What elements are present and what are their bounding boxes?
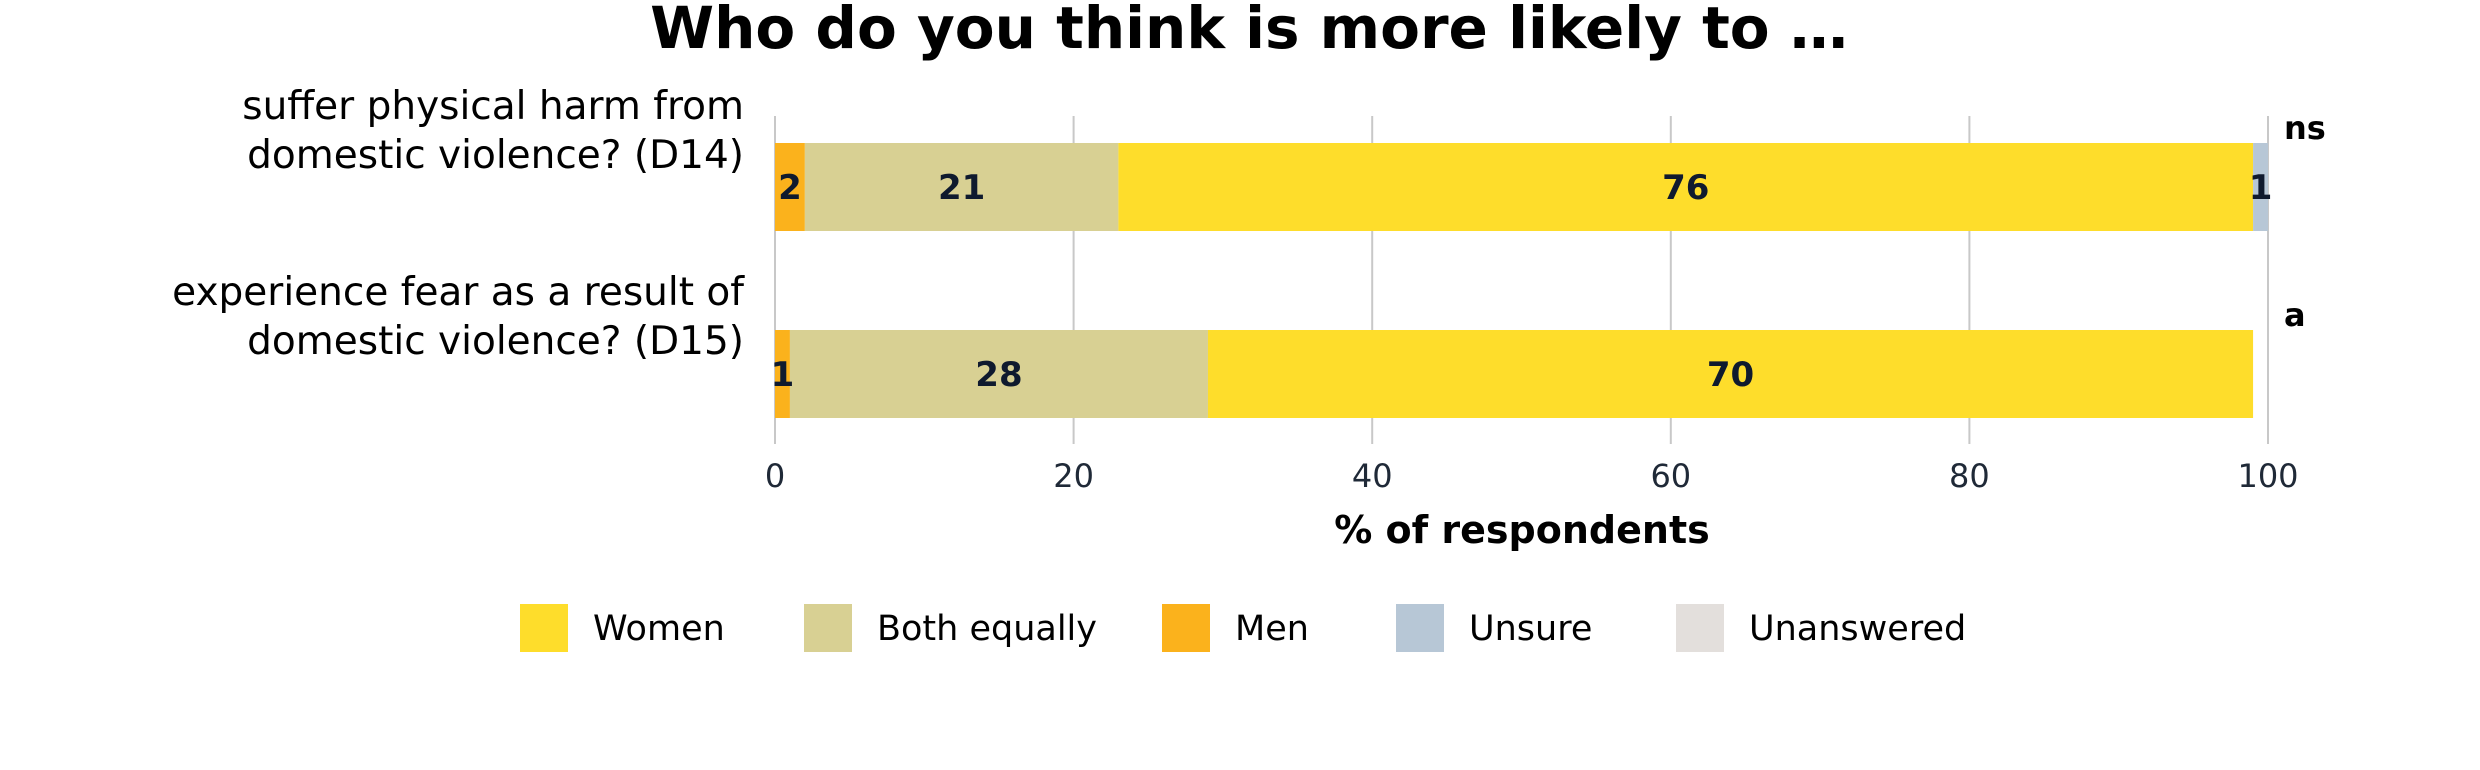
bar-segment-women bbox=[1118, 143, 2254, 231]
x-tick-label: 60 bbox=[1650, 457, 1691, 495]
legend-swatch bbox=[520, 604, 568, 652]
legend-item-both-equally: Both equally bbox=[804, 604, 1097, 652]
bar-segment-unsure bbox=[2253, 143, 2268, 231]
bar-segment-men bbox=[775, 330, 790, 418]
legend-swatch bbox=[804, 604, 852, 652]
legend-swatch bbox=[1162, 604, 1210, 652]
significance-marker: a bbox=[2284, 296, 2306, 334]
legend-item-unsure: Unsure bbox=[1396, 604, 1592, 652]
data-label: 1 bbox=[771, 355, 795, 395]
data-label: 70 bbox=[1707, 355, 1754, 395]
legend-label: Women bbox=[593, 609, 725, 649]
x-tick-label: 100 bbox=[2237, 457, 2298, 495]
legend-item-men: Men bbox=[1162, 604, 1309, 652]
bar-segment-men bbox=[775, 143, 805, 231]
legend-label: Unanswered bbox=[1749, 609, 1966, 649]
category-label: experience fear as a result of bbox=[172, 270, 745, 315]
x-axis-label: % of respondents bbox=[1334, 508, 1709, 552]
legend-label: Unsure bbox=[1469, 609, 1592, 649]
legend-item-women: Women bbox=[520, 604, 725, 652]
x-tick-label: 40 bbox=[1352, 457, 1393, 495]
x-tick-label: 80 bbox=[1949, 457, 1990, 495]
data-label: 76 bbox=[1662, 168, 1709, 208]
legend-item-unanswered: Unanswered bbox=[1676, 604, 1966, 652]
legend-label: Men bbox=[1235, 609, 1309, 649]
legend-label: Both equally bbox=[877, 609, 1097, 649]
chart-title: Who do you think is more likely to … bbox=[650, 0, 1848, 62]
x-tick-label: 0 bbox=[765, 457, 785, 495]
significance-marker: ns bbox=[2284, 109, 2326, 147]
category-label: domestic violence? (D14) bbox=[247, 133, 744, 178]
category-label: domestic violence? (D15) bbox=[247, 319, 744, 364]
bar-segment-both-equally bbox=[804, 143, 1119, 231]
bar-segment-both-equally bbox=[789, 330, 1208, 418]
data-label: 2 bbox=[778, 168, 802, 208]
x-tick-label: 20 bbox=[1053, 457, 1094, 495]
data-label: 1 bbox=[2249, 168, 2273, 208]
legend-swatch bbox=[1396, 604, 1444, 652]
legend-swatch bbox=[1676, 604, 1724, 652]
data-label: 28 bbox=[975, 355, 1022, 395]
data-label: 21 bbox=[938, 168, 985, 208]
bar-segment-women bbox=[1207, 330, 2254, 418]
category-label: suffer physical harm from bbox=[242, 84, 744, 129]
